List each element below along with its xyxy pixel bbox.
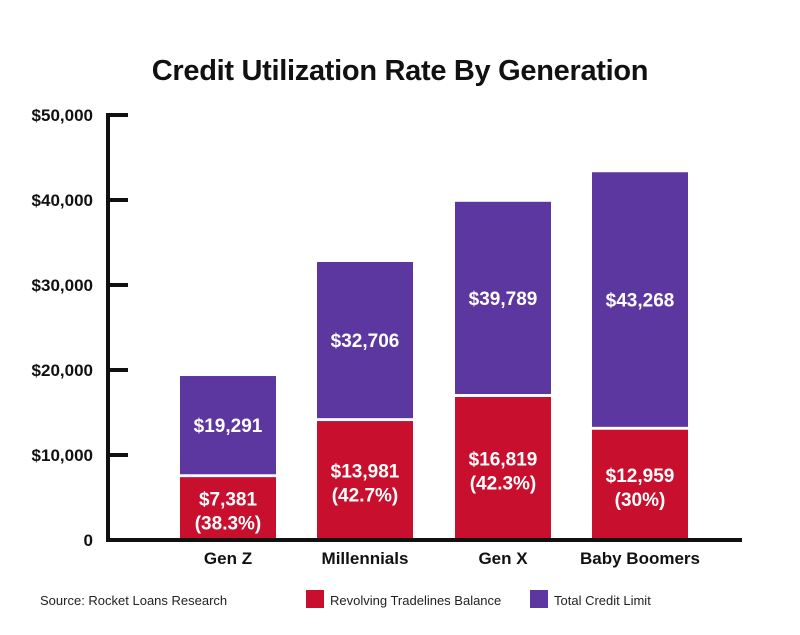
x-tick-label: Gen X <box>478 549 528 568</box>
data-label-utilization-percent: (42.7%) <box>332 486 399 507</box>
y-tick-label: $50,000 <box>32 106 93 125</box>
bar-revolving-balance <box>455 397 551 540</box>
x-tick-label: Baby Boomers <box>580 549 700 568</box>
data-label-revolving-balance: $7,381 <box>199 490 258 511</box>
chart-title: Credit Utilization Rate By Generation <box>151 55 649 87</box>
legend-label-balance: Revolving Tradelines Balance <box>330 593 502 608</box>
data-label-total-credit-limit: $39,789 <box>469 289 538 310</box>
y-tick-label: $40,000 <box>32 191 93 210</box>
data-label-total-credit-limit: $32,706 <box>331 331 400 352</box>
bar-separator <box>592 426 688 430</box>
legend-label-limit: Total Credit Limit <box>554 593 651 608</box>
data-label-utilization-percent: (38.3%) <box>195 514 262 535</box>
source-note: Source: Rocket Loans Research <box>40 593 228 608</box>
bar-separator <box>180 474 276 478</box>
bar-separator <box>317 418 413 422</box>
bar-separator <box>455 394 551 398</box>
y-tick-label: $30,000 <box>32 276 93 295</box>
y-tick-label: $20,000 <box>32 361 93 380</box>
x-tick-label: Gen Z <box>204 549 252 568</box>
bar-revolving-balance <box>317 421 413 540</box>
data-label-revolving-balance: $16,819 <box>469 450 538 471</box>
data-label-revolving-balance: $13,981 <box>331 462 400 483</box>
y-tick-label: 0 <box>84 531 93 550</box>
data-label-total-credit-limit: $19,291 <box>194 416 263 437</box>
bar-revolving-balance <box>180 477 276 540</box>
legend-swatch-balance <box>306 590 324 608</box>
bar-revolving-balance <box>592 429 688 540</box>
x-tick-label: Millennials <box>322 549 409 568</box>
y-tick-label: $10,000 <box>32 446 93 465</box>
data-label-revolving-balance: $12,959 <box>606 466 675 487</box>
legend-swatch-limit <box>530 590 548 608</box>
data-label-utilization-percent: (42.3%) <box>470 474 537 495</box>
data-label-utilization-percent: (30%) <box>615 490 666 511</box>
data-label-total-credit-limit: $43,268 <box>606 291 675 312</box>
